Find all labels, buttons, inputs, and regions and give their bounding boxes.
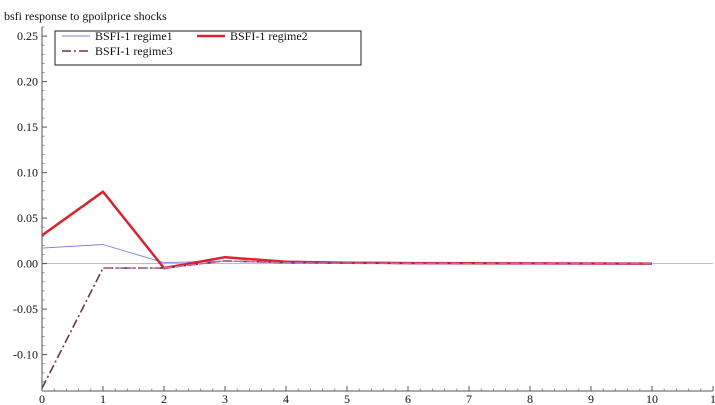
y-tick-label: 0.00	[17, 257, 38, 271]
x-tick-label: 6	[405, 392, 411, 405]
y-tick-label: -0.10	[13, 348, 38, 362]
x-tick-label: 5	[344, 392, 350, 405]
axes: 0.25 0.20 0.15 0.10 0.05 0.00 -0.05 -0.10 0 1 2 3 4 5…	[13, 26, 715, 405]
x-tick-label: 7	[466, 392, 472, 405]
legend: BSFI-1 regime1 BSFI-1 regime2 BSFI-1 regim…	[54, 29, 362, 66]
series-line-regime3-tail	[103, 260, 653, 269]
x-tick-label: 0	[39, 392, 45, 405]
y-tick-label: 0.15	[17, 120, 38, 134]
x-tick-label: 10	[646, 392, 658, 405]
x-tick-label: 1	[100, 392, 106, 405]
series-lines	[41, 190, 653, 389]
legend-label-regime1: BSFI-1 regime1	[95, 29, 173, 43]
series-line-regime1	[41, 244, 653, 265]
y-tick-label: -0.05	[13, 302, 38, 316]
y-tick-label: 0.05	[17, 211, 38, 225]
legend-label-regime3: BSFI-1 regime3	[95, 44, 173, 58]
x-tick-label: 8	[527, 392, 533, 405]
y-tick-label: 0.25	[17, 29, 38, 43]
chart-title: bsfi response to gpoilprice shocks	[4, 9, 167, 23]
x-tick-label: 2	[161, 392, 167, 405]
legend-label-regime2: BSFI-1 regime2	[230, 29, 308, 43]
x-tick-label: 3	[222, 392, 228, 405]
y-tick-label: 0.10	[17, 166, 38, 180]
series-line-regime2	[41, 190, 653, 270]
y-tick-label: 0.20	[17, 75, 38, 89]
x-tick-label: 1	[710, 392, 715, 405]
series-line-regime3	[41, 260, 653, 389]
x-tick-label: 4	[283, 392, 289, 405]
x-tick-label: 9	[588, 392, 594, 405]
